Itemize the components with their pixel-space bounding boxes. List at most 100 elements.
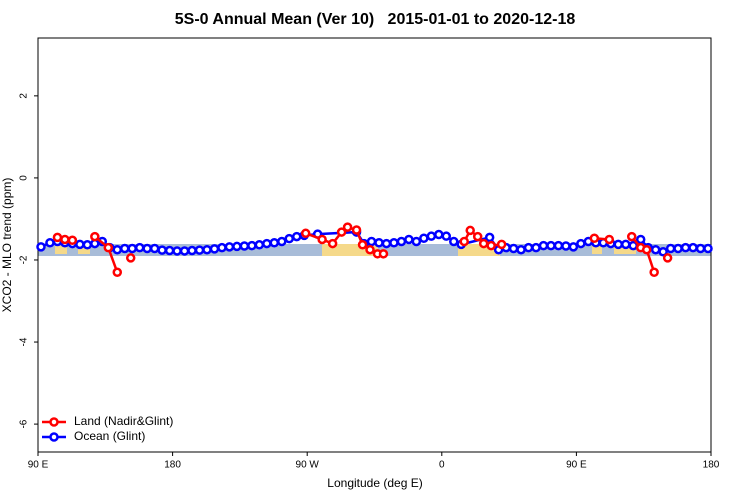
x-tick-label: 180 (164, 460, 181, 471)
data-point (366, 236, 377, 247)
data-point (680, 242, 691, 253)
data-point (103, 242, 114, 253)
data-point (224, 242, 235, 252)
data-point (336, 227, 347, 237)
data-point (239, 241, 250, 251)
x-tick-label: 90 E (28, 460, 49, 471)
data-point (351, 225, 362, 235)
data-point (649, 267, 659, 278)
data-point (172, 246, 182, 256)
data-point (67, 235, 78, 246)
data-point (613, 239, 624, 250)
data-point (561, 241, 571, 251)
data-point (553, 240, 564, 251)
data-point (688, 242, 698, 253)
x-tick-label: 90 E (566, 460, 587, 471)
data-point (247, 240, 257, 251)
data-point (262, 238, 272, 249)
data-point (149, 243, 160, 254)
data-point (45, 237, 55, 248)
data-point (426, 231, 437, 241)
data-point (484, 232, 495, 243)
data-point (411, 236, 422, 247)
data-point (157, 245, 167, 255)
data-point (465, 225, 475, 236)
data-point (342, 222, 353, 232)
data-point (641, 244, 652, 255)
data-point (434, 229, 444, 240)
y-axis-label: XCO2 - MLO trend (ppm) (0, 178, 14, 313)
data-point (531, 242, 541, 253)
data-point (604, 234, 615, 245)
data-point (472, 231, 483, 242)
data-point (496, 239, 507, 250)
data-point (36, 242, 46, 252)
y-tick-label: -6 (19, 419, 30, 428)
data-point (381, 238, 392, 249)
data-point (125, 253, 136, 263)
data-point (695, 243, 706, 254)
data-point (291, 231, 302, 242)
data-point (127, 243, 137, 254)
data-point (419, 233, 429, 243)
legend-label: Land (Nadir&Glint) (74, 414, 173, 428)
data-point (523, 242, 534, 253)
data-point (626, 231, 637, 242)
data-point (396, 236, 407, 247)
data-point (90, 231, 100, 242)
data-point (378, 249, 389, 259)
data-point (441, 231, 452, 241)
data-point (202, 244, 212, 255)
x-axis-label: Longitude (deg E) (327, 476, 422, 490)
y-tick-label: -2 (19, 255, 30, 264)
data-point (232, 241, 242, 252)
data-point (52, 232, 63, 243)
y-tick-label: 2 (19, 93, 30, 99)
data-point (82, 240, 93, 250)
data-point (269, 237, 280, 248)
data-point (217, 242, 227, 253)
data-point (404, 234, 414, 245)
data-point (209, 244, 220, 254)
data-point (75, 239, 85, 250)
data-point (538, 240, 549, 251)
data-point (635, 234, 646, 245)
data-point (703, 243, 713, 254)
data-point (650, 244, 661, 255)
data-point (546, 240, 556, 251)
data-point (187, 245, 197, 256)
legend-marker (49, 417, 59, 427)
x-tick-label: 180 (703, 460, 720, 471)
data-point (317, 234, 327, 245)
data-point (142, 243, 152, 254)
data-point (459, 236, 469, 247)
data-point (374, 237, 384, 248)
data-point (112, 267, 123, 278)
data-point (589, 233, 600, 243)
data-point (119, 243, 130, 254)
data-point (576, 238, 586, 249)
data-point (284, 233, 295, 244)
data-point (194, 245, 205, 255)
data-point (665, 243, 676, 254)
data-point (164, 245, 175, 256)
x-tick-label: 0 (439, 460, 445, 471)
chart-title: 5S-0 Annual Mean (Ver 10) 2015-01-01 to … (175, 11, 576, 28)
data-point (658, 247, 668, 257)
legend-label: Ocean (Glint) (74, 429, 145, 443)
data-point (327, 238, 338, 249)
data-point (254, 240, 265, 250)
data-point (568, 242, 579, 252)
data-point (277, 236, 287, 247)
y-tick-label: 0 (19, 175, 30, 181)
data-point (508, 243, 519, 254)
data-point (389, 237, 399, 248)
data-point (516, 244, 526, 255)
data-point (365, 244, 375, 255)
data-point (134, 242, 145, 253)
data-point (179, 246, 190, 256)
legend-marker (49, 432, 59, 442)
y-tick-label: -4 (19, 337, 30, 346)
data-point (478, 238, 489, 249)
